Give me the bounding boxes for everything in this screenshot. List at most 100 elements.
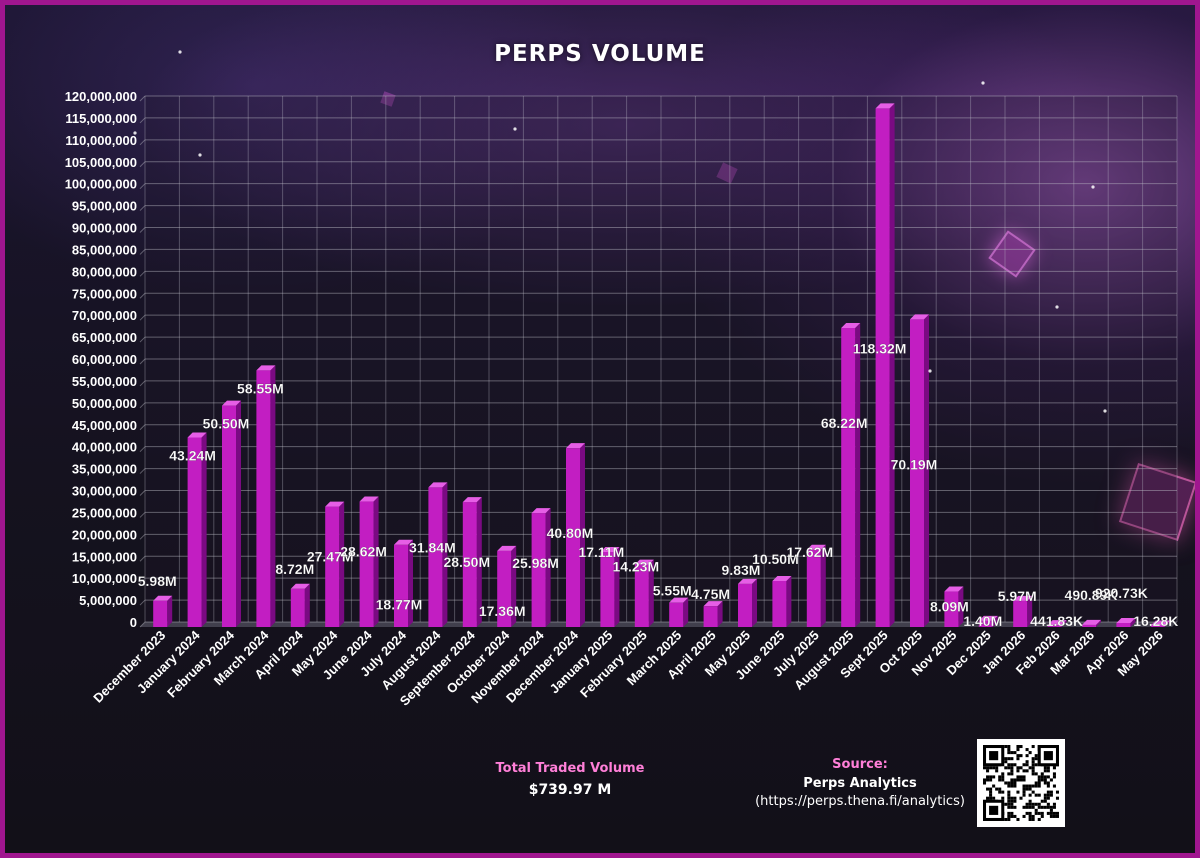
gridline-y-depth: [139, 95, 146, 102]
gridline-y-depth: [139, 139, 146, 146]
source-label: Source:: [832, 757, 888, 772]
gridline-y-depth: [139, 380, 146, 387]
qr-module: [992, 784, 996, 788]
qr-module: [1046, 811, 1050, 815]
qr-module: [1001, 775, 1005, 779]
qr-module: [1037, 793, 1041, 797]
bar-top: [1082, 619, 1101, 625]
y-tick-label: 105,000,000: [65, 155, 137, 170]
qr-module: [1010, 751, 1014, 755]
y-tick-label: 95,000,000: [72, 199, 137, 214]
qr-module: [1052, 772, 1056, 776]
qr-module: [989, 796, 993, 800]
qr-module: [1013, 799, 1017, 803]
bar: [1116, 622, 1131, 627]
bar-top: [394, 539, 413, 545]
bar-top: [256, 365, 276, 371]
qr-module: [1010, 805, 1014, 809]
bar-top: [738, 578, 757, 584]
bar-top: [806, 544, 826, 550]
bar-top: [910, 314, 929, 320]
sparkle-dot: [1055, 305, 1059, 309]
qr-module: [1049, 805, 1053, 809]
qr-module: [1025, 787, 1029, 791]
bar: [566, 448, 580, 627]
qr-module: [1040, 775, 1044, 779]
qr-module: [1028, 766, 1032, 770]
qr-module: [1013, 805, 1017, 809]
bar-side: [1096, 619, 1101, 627]
qr-module: [1016, 769, 1020, 773]
bar-top: [325, 501, 345, 507]
source-url[interactable]: (https://perps.thena.fi/analytics): [755, 794, 965, 809]
qr-module: [1010, 763, 1014, 767]
qr-module: [1043, 778, 1047, 782]
qr-module: [1025, 811, 1029, 815]
qr-module: [1028, 793, 1032, 797]
bar: [1082, 624, 1096, 627]
qr-module: [1028, 817, 1032, 821]
gridline-y-depth: [139, 577, 146, 584]
data-label: 31.84M: [409, 539, 456, 555]
qr-module: [1019, 778, 1023, 782]
qr-module: [1052, 814, 1056, 818]
qr-module: [1034, 793, 1038, 797]
bar-top: [669, 597, 689, 603]
bar-side: [304, 583, 310, 627]
qr-module: [1022, 793, 1026, 797]
bar-top: [944, 586, 964, 592]
data-label: 490.89K: [1065, 587, 1118, 603]
qr-module: [989, 775, 993, 779]
data-label: 17.62M: [786, 544, 833, 560]
qr-module: [1040, 805, 1044, 809]
qr-module: [998, 775, 1002, 779]
qr-module: [1031, 772, 1035, 776]
bar-side: [992, 615, 998, 627]
qr-module: [1022, 784, 1026, 788]
y-tick-label: 115,000,000: [65, 111, 137, 126]
qr-module: [1010, 799, 1014, 803]
qr-module: [998, 790, 1002, 794]
qr-module: [992, 775, 996, 779]
qr-module: [1031, 790, 1035, 794]
qr-module: [1031, 760, 1035, 764]
qr-code[interactable]: [977, 739, 1065, 827]
data-label: 16.28K: [1133, 613, 1178, 629]
qr-module: [1031, 763, 1035, 767]
qr-module: [1001, 772, 1005, 776]
bar: [669, 602, 684, 627]
sparkle-dot: [981, 81, 985, 85]
qr-module: [1010, 778, 1014, 782]
qr-module: [1043, 805, 1047, 809]
y-tick-label: 20,000,000: [72, 527, 137, 542]
bar-top: [841, 322, 861, 328]
bar-side: [1130, 617, 1136, 627]
qr-module: [1007, 793, 1011, 797]
qr-module: [1007, 748, 1011, 752]
bar-side: [511, 545, 517, 627]
data-label: 4.75M: [691, 586, 730, 602]
qr-module: [989, 778, 993, 782]
data-label: 27.47M: [307, 549, 354, 565]
qr-module: [1022, 814, 1026, 818]
bar-side: [648, 559, 654, 627]
bar-top: [153, 595, 173, 601]
y-tick-label: 70,000,000: [72, 308, 137, 323]
bar-side: [339, 501, 345, 627]
qr-module: [1055, 790, 1059, 794]
qr-module: [1031, 814, 1035, 818]
data-label: 58.55M: [237, 380, 284, 396]
gridline-y-depth: [139, 555, 146, 562]
qr-module: [1031, 784, 1035, 788]
qr-module: [1037, 811, 1041, 815]
y-tick-label: 45,000,000: [72, 418, 137, 433]
bar-side: [1027, 595, 1033, 627]
plot-area: [145, 96, 1177, 622]
qr-module: [1046, 784, 1050, 788]
qr-module: [1037, 817, 1041, 821]
qr-module: [1016, 748, 1020, 752]
source-name: Perps Analytics: [803, 776, 917, 791]
qr-module: [1046, 805, 1050, 809]
qr-module: [1046, 781, 1050, 785]
sparkle-dot: [1091, 185, 1095, 189]
